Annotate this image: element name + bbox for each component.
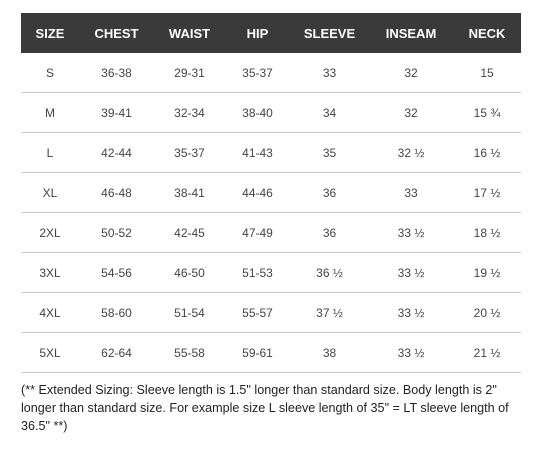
cell-sleeve: 38 [290,332,369,373]
cell-hip: 35-37 [225,53,290,93]
cell-hip: 38-40 [225,92,290,133]
cell-waist: 55-58 [154,332,225,373]
table-row: 2XL 50-52 42-45 47-49 36 33 ½ 18 ½ [21,212,521,253]
cell-size: 3XL [21,252,79,293]
table-row: 5XL 62-64 55-58 59-61 38 33 ½ 21 ½ [21,332,521,373]
cell-neck: 15 ¾ [453,92,521,133]
cell-inseam: 32 [369,92,453,133]
cell-size: XL [21,172,79,213]
cell-waist: 51-54 [154,292,225,333]
cell-sleeve: 33 [290,53,369,93]
cell-neck: 15 [453,53,521,93]
cell-inseam: 33 [369,172,453,213]
header-hip: HIP [225,13,290,53]
cell-waist: 46-50 [154,252,225,293]
cell-chest: 42-44 [79,132,154,173]
table-row: L 42-44 35-37 41-43 35 32 ½ 16 ½ [21,132,521,173]
cell-neck: 16 ½ [453,132,521,173]
cell-waist: 35-37 [154,132,225,173]
cell-sleeve: 36 [290,212,369,253]
cell-inseam: 33 ½ [369,332,453,373]
cell-neck: 21 ½ [453,332,521,373]
cell-inseam: 32 ½ [369,132,453,173]
cell-chest: 50-52 [79,212,154,253]
cell-sleeve: 35 [290,132,369,173]
cell-inseam: 33 ½ [369,292,453,333]
header-chest: CHEST [79,13,154,53]
header-neck: NECK [453,13,521,53]
cell-hip: 51-53 [225,252,290,293]
table-header-row: SIZE CHEST WAIST HIP SLEEVE INSEAM NECK [21,13,521,53]
header-sleeve: SLEEVE [290,13,369,53]
cell-size: L [21,132,79,173]
cell-waist: 38-41 [154,172,225,213]
cell-size: 4XL [21,292,79,333]
cell-size: 5XL [21,332,79,373]
cell-sleeve: 36 [290,172,369,213]
table-row: 4XL 58-60 51-54 55-57 37 ½ 33 ½ 20 ½ [21,292,521,333]
table-row: 3XL 54-56 46-50 51-53 36 ½ 33 ½ 19 ½ [21,252,521,293]
extended-sizing-note: (** Extended Sizing: Sleeve length is 1.… [21,383,509,433]
cell-chest: 39-41 [79,92,154,133]
cell-sleeve: 34 [290,92,369,133]
cell-size: M [21,92,79,133]
cell-waist: 32-34 [154,92,225,133]
cell-sleeve: 36 ½ [290,252,369,293]
cell-size: S [21,53,79,93]
cell-sleeve: 37 ½ [290,292,369,333]
header-waist: WAIST [154,13,225,53]
cell-hip: 55-57 [225,292,290,333]
header-size: SIZE [21,13,79,53]
cell-neck: 18 ½ [453,212,521,253]
cell-chest: 54-56 [79,252,154,293]
cell-hip: 41-43 [225,132,290,173]
cell-chest: 36-38 [79,53,154,93]
size-chart-table: SIZE CHEST WAIST HIP SLEEVE INSEAM NECK … [21,13,521,373]
cell-neck: 19 ½ [453,252,521,293]
cell-inseam: 33 ½ [369,252,453,293]
table-row: S 36-38 29-31 35-37 33 32 15 [21,53,521,93]
cell-waist: 42-45 [154,212,225,253]
cell-chest: 62-64 [79,332,154,373]
table-row: XL 46-48 38-41 44-46 36 33 17 ½ [21,172,521,213]
cell-inseam: 33 ½ [369,212,453,253]
cell-hip: 44-46 [225,172,290,213]
table-row: M 39-41 32-34 38-40 34 32 15 ¾ [21,92,521,133]
cell-hip: 47-49 [225,212,290,253]
header-inseam: INSEAM [369,13,453,53]
cell-inseam: 32 [369,53,453,93]
cell-neck: 17 ½ [453,172,521,213]
cell-size: 2XL [21,212,79,253]
cell-waist: 29-31 [154,53,225,93]
cell-neck: 20 ½ [453,292,521,333]
cell-chest: 46-48 [79,172,154,213]
cell-hip: 59-61 [225,332,290,373]
cell-chest: 58-60 [79,292,154,333]
